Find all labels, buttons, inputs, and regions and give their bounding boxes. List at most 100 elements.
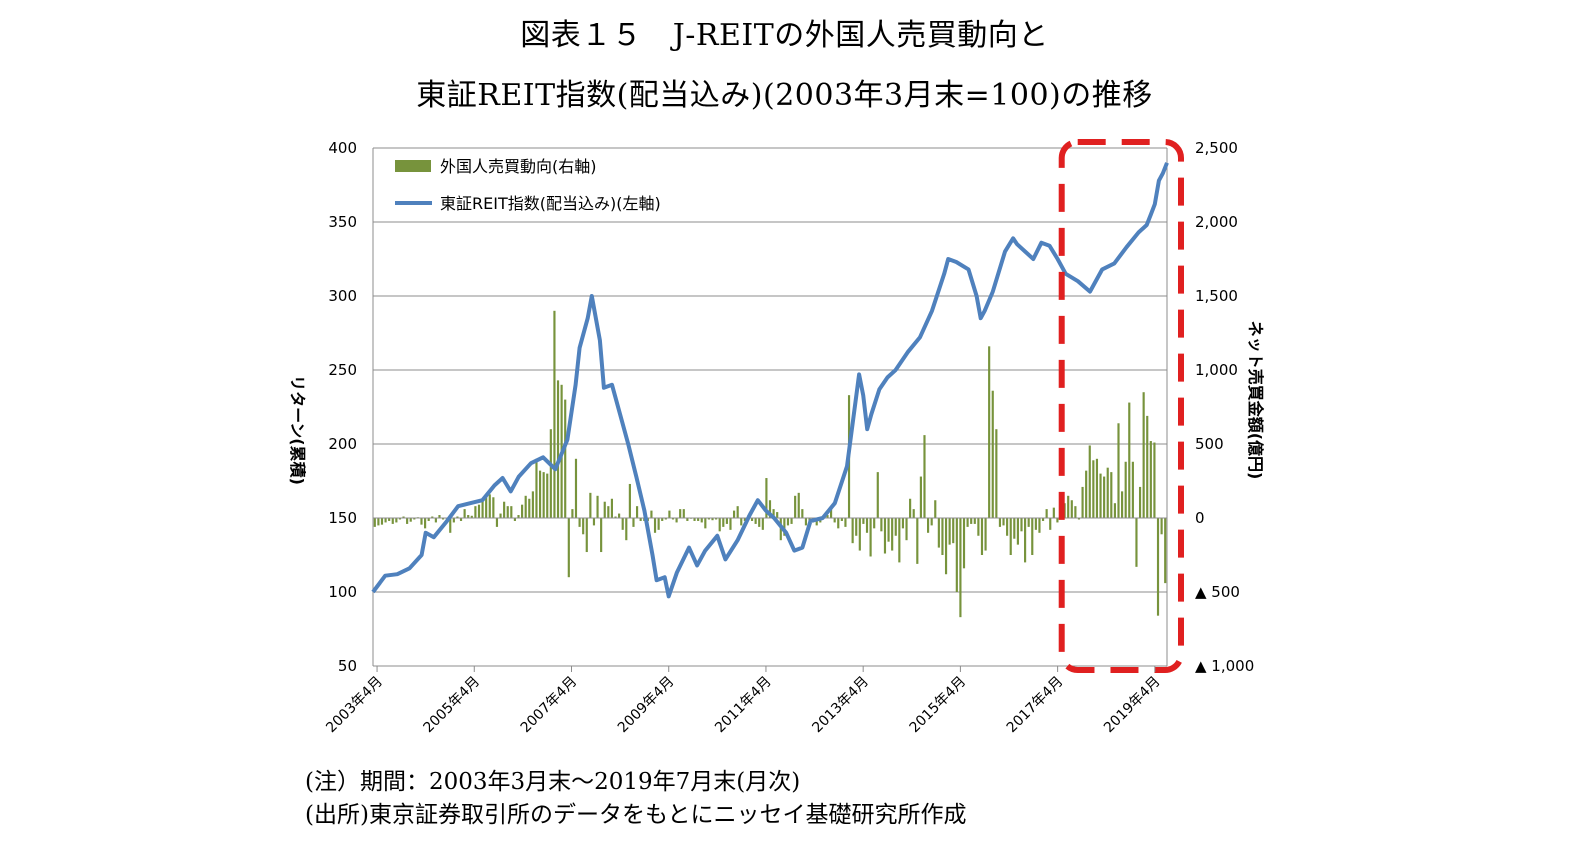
- flow-bar: [794, 495, 797, 518]
- left-axis-ticks: 400 350 300 250 200 150 100 50: [328, 139, 357, 675]
- flow-bars: [373, 310, 1167, 618]
- flow-bar: [1067, 495, 1070, 518]
- flow-bar: [495, 518, 499, 527]
- flow-bar: [883, 518, 887, 554]
- flow-bar: [998, 518, 1002, 527]
- flow-bar: [635, 506, 639, 518]
- left-tick-label: 150: [328, 509, 357, 527]
- flow-bar: [582, 518, 585, 535]
- left-tick-label: 250: [328, 361, 357, 379]
- flow-bar: [725, 518, 728, 524]
- flow-bar: [377, 518, 380, 526]
- flow-bar: [905, 518, 908, 541]
- flow-bar: [589, 492, 592, 518]
- flow-bar: [384, 518, 387, 523]
- flow-bar: [1153, 442, 1156, 518]
- flow-bar: [912, 509, 915, 518]
- flow-bar: [1056, 518, 1059, 523]
- flow-bar: [492, 497, 495, 518]
- flow-bar: [901, 518, 905, 529]
- flow-bar: [786, 518, 790, 526]
- flow-bar: [995, 429, 998, 518]
- flow-bar: [657, 518, 660, 530]
- flow-bar: [858, 518, 861, 551]
- flow-bar: [804, 518, 808, 526]
- flow-bar: [535, 458, 538, 518]
- flow-bar: [837, 518, 840, 529]
- flow-bar: [1113, 503, 1116, 518]
- flow-bar: [506, 506, 509, 518]
- flow-bar: [1024, 518, 1027, 563]
- x-tick-label: 2003年4月: [323, 674, 386, 737]
- flow-bar: [1045, 509, 1048, 518]
- flow-bar: [553, 310, 556, 518]
- flow-bar: [711, 518, 714, 521]
- flow-bar: [1088, 445, 1091, 518]
- flow-bar: [671, 518, 675, 520]
- chart-title-line2: 東証REIT指数(配当込み)(2003年3月末=100)の推移: [416, 78, 1153, 113]
- flow-bar: [1095, 458, 1099, 518]
- flow-bar: [750, 518, 754, 521]
- flow-bar: [754, 518, 757, 524]
- flow-bar: [862, 518, 865, 524]
- flow-bar: [776, 512, 779, 518]
- flow-bar: [1013, 518, 1016, 539]
- flow-bar: [574, 458, 578, 518]
- flow-bar: [402, 516, 405, 518]
- flow-bar: [844, 518, 847, 527]
- right-tick-label: 1,000: [1195, 361, 1238, 379]
- flow-bar: [485, 495, 488, 518]
- flow-bar: [438, 515, 441, 518]
- flow-bar: [826, 515, 829, 518]
- flow-bar: [398, 518, 402, 520]
- flow-bar: [768, 500, 772, 518]
- flow-bar: [1070, 500, 1073, 518]
- flow-bar: [916, 518, 919, 564]
- flow-bar: [1031, 518, 1034, 555]
- flow-bar: [409, 518, 412, 522]
- flow-bar: [596, 495, 599, 518]
- flow-bar: [1117, 423, 1120, 518]
- flow-bar: [531, 491, 534, 518]
- left-tick-label: 100: [328, 583, 357, 601]
- right-axis-label: ネット売買金額(億円): [1246, 321, 1265, 480]
- left-tick-label: 50: [338, 657, 357, 675]
- left-tick-label: 400: [328, 139, 357, 157]
- flow-bar: [1081, 486, 1084, 518]
- x-tick-label: 2019年4月: [1101, 674, 1164, 737]
- flow-bar: [380, 518, 384, 525]
- flow-bar: [1146, 415, 1149, 518]
- flow-bar: [413, 518, 416, 520]
- flow-bar: [772, 509, 775, 518]
- right-tick-label: 2,500: [1195, 139, 1238, 157]
- flow-bar: [1138, 486, 1142, 518]
- right-tick-label: 500: [1195, 435, 1224, 453]
- flow-bar: [1106, 467, 1109, 518]
- flow-bar: [373, 518, 376, 527]
- flow-bar: [704, 518, 707, 529]
- flow-bar: [424, 518, 427, 529]
- flow-bar: [1156, 518, 1160, 616]
- flow-bar: [984, 518, 987, 551]
- flow-bar: [449, 518, 452, 533]
- flow-bar: [761, 518, 764, 530]
- flow-bar: [625, 518, 628, 541]
- flow-bar: [571, 509, 574, 518]
- flow-bar: [459, 518, 463, 521]
- right-tick-label: 1,500: [1195, 287, 1238, 305]
- flow-bar: [632, 518, 635, 527]
- flow-bar: [855, 518, 858, 536]
- flow-bar: [1164, 518, 1167, 584]
- right-tick-label: ▲ 500: [1195, 583, 1240, 601]
- gridlines: [373, 147, 1167, 667]
- right-tick-label: 0: [1195, 509, 1205, 527]
- flow-bar: [470, 515, 473, 518]
- flow-bar: [944, 518, 948, 575]
- left-tick-label: 300: [328, 287, 357, 305]
- flow-bar: [865, 518, 869, 533]
- x-tick-label: 2011年4月: [712, 674, 775, 737]
- flow-bar: [700, 518, 703, 523]
- flow-bar: [736, 506, 739, 518]
- flow-bar: [650, 510, 653, 518]
- flow-bar: [434, 518, 437, 523]
